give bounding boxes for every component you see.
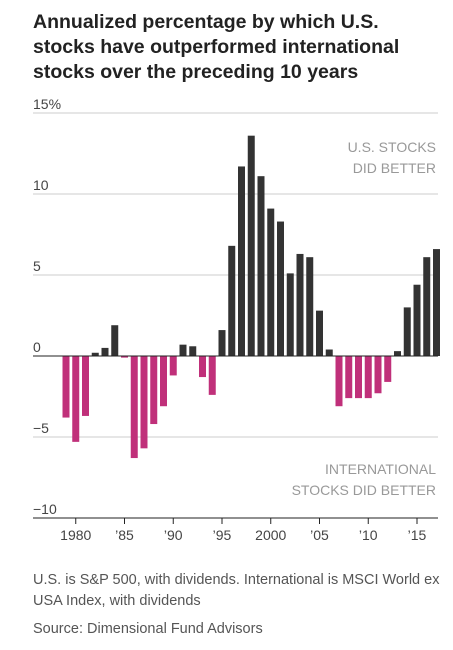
y-tick-label: 10 bbox=[33, 177, 49, 193]
chart-source: Source: Dimensional Fund Advisors bbox=[33, 621, 263, 637]
x-tick-label: ’05 bbox=[310, 527, 329, 543]
bar bbox=[423, 257, 431, 356]
y-tick-label: 15% bbox=[33, 96, 61, 112]
x-tick-label: ’85 bbox=[115, 527, 134, 543]
bar bbox=[72, 356, 80, 442]
x-tick-label: ’10 bbox=[359, 527, 378, 543]
bar bbox=[130, 356, 138, 459]
y-tick-label: −10 bbox=[33, 501, 57, 517]
bar bbox=[199, 356, 206, 378]
bar bbox=[433, 249, 440, 356]
bar bbox=[121, 356, 128, 358]
bar bbox=[394, 351, 401, 356]
bar bbox=[189, 346, 197, 356]
bar bbox=[345, 356, 353, 399]
bar bbox=[91, 352, 99, 356]
bar bbox=[296, 253, 304, 356]
bar bbox=[364, 356, 372, 399]
bar bbox=[140, 356, 148, 449]
x-tick-label: 2000 bbox=[255, 527, 286, 543]
bar bbox=[257, 176, 265, 356]
bar bbox=[208, 356, 216, 395]
x-tick-label: 1980 bbox=[60, 527, 91, 543]
bar bbox=[218, 330, 226, 356]
bar bbox=[62, 356, 70, 418]
bar bbox=[160, 356, 167, 407]
bar bbox=[247, 135, 255, 356]
bar bbox=[286, 273, 294, 356]
bar bbox=[267, 208, 275, 356]
bar bbox=[169, 356, 177, 376]
chart-title: Annualized percentage by which U.S. stoc… bbox=[33, 11, 400, 83]
bar bbox=[101, 347, 109, 356]
y-tick-label: −5 bbox=[33, 420, 49, 436]
bar bbox=[316, 310, 323, 356]
bar bbox=[179, 344, 187, 356]
bar bbox=[403, 307, 411, 356]
y-tick-label: 0 bbox=[33, 339, 41, 355]
chart-caption: U.S. is S&P 500, with dividends. Interna… bbox=[33, 572, 440, 609]
bar-chart: 15% 10 5 0 −5 −10 U.S. STOCKS DID BETTER INTERNA… bbox=[33, 96, 440, 543]
bar bbox=[306, 257, 314, 356]
annotation-label: STOCKS DID BETTER bbox=[292, 482, 436, 498]
bar bbox=[384, 356, 392, 382]
bar bbox=[374, 356, 382, 394]
bar bbox=[82, 356, 89, 416]
bar bbox=[413, 284, 421, 356]
annotation-label: INTERNATIONAL bbox=[325, 461, 436, 477]
bar bbox=[228, 245, 236, 356]
bar bbox=[355, 356, 362, 399]
x-tick-label: ’90 bbox=[164, 527, 183, 543]
annotation-label: U.S. STOCKS bbox=[348, 139, 436, 155]
bar bbox=[150, 356, 158, 425]
y-tick-label: 5 bbox=[33, 258, 41, 274]
x-tick-label: ’15 bbox=[408, 527, 427, 543]
bar bbox=[325, 349, 333, 356]
bar bbox=[335, 356, 343, 407]
x-tick-label: ’95 bbox=[213, 527, 232, 543]
bar bbox=[111, 325, 119, 356]
bar bbox=[238, 166, 245, 356]
annotation-label: DID BETTER bbox=[353, 160, 436, 176]
bar bbox=[277, 221, 284, 356]
